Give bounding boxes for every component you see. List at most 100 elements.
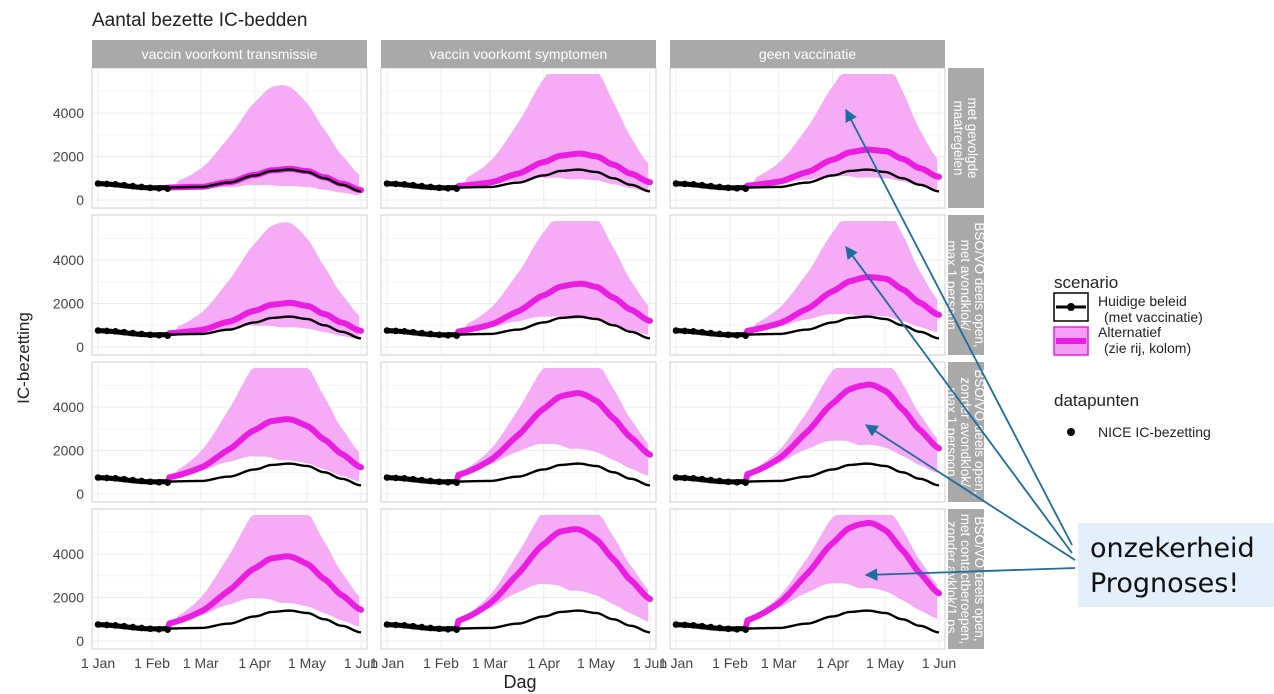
column-strip [670, 40, 945, 68]
panel-r2-c0 [91, 361, 368, 503]
legend-item-sub: (met vaccinatie) [1104, 309, 1203, 325]
x-tick-label: 1 Apr [527, 655, 560, 671]
panel-plot-area [383, 221, 653, 340]
row-strip-label-group: BSO/VO deels open,met avondklok/max 1 pe… [944, 222, 987, 347]
column-strip [381, 40, 656, 68]
x-tick-label: 1 Jun [922, 655, 956, 671]
panel-plot-area [672, 74, 942, 193]
row-strip-label-line: maatregelen [951, 100, 966, 175]
legend-item-sub: (zie rij, kolom) [1104, 340, 1191, 356]
row-strip-label-line: zonder avondklok/ [958, 377, 973, 487]
panel-r0-c0 [91, 67, 368, 209]
y-tick-label: 0 [76, 192, 84, 208]
row-strip-label-group: met gevolgdemaatregelen [951, 97, 980, 178]
x-tick-label: 1 May [577, 655, 615, 671]
y-tick-label: 4000 [53, 105, 84, 121]
y-tick-label: 2000 [53, 590, 84, 606]
nice-datapoint [452, 478, 458, 485]
x-tick-label: 1 May [866, 655, 904, 671]
uncertainty-band [164, 85, 360, 196]
legend-item-name: NICE IC-bezetting [1098, 424, 1211, 440]
alternative-line [742, 274, 942, 338]
callout-line-2: Prognoses! [1090, 568, 1240, 599]
x-tick-label: 1 Jun [344, 655, 378, 671]
nice-datapoint [741, 625, 747, 632]
uncertainty-callout: onzekerheid Prognoses! [1078, 523, 1274, 607]
panel-r1-c1 [380, 214, 657, 356]
y-tick-label: 2000 [53, 149, 84, 165]
x-tick-label: 1 Jun [633, 655, 667, 671]
x-tick-label: 1 Jan [659, 655, 693, 671]
alternative-line [453, 390, 653, 485]
y-tick-label: 2000 [53, 443, 84, 459]
alternative-line [164, 299, 364, 338]
x-axis-title: Dag [503, 672, 536, 692]
alternative-line [453, 150, 653, 191]
panel-plot-area [94, 222, 364, 340]
row-strip-label: met gevolgdemaatregelen [951, 97, 980, 178]
panel-r3-c1 [380, 508, 657, 650]
alternative-line [742, 381, 942, 485]
legend-key-nice-point [1067, 428, 1075, 436]
annotation-arrows [845, 108, 1076, 581]
panel-plot-area [383, 368, 653, 487]
column-strip-label: vaccin voorkomt transmissie [142, 46, 318, 62]
x-tick-label: 1 Mar [761, 655, 797, 671]
panel-r0-c1 [380, 67, 657, 209]
panel-r1-c2 [669, 214, 946, 356]
panel-r1-c0 [91, 214, 368, 356]
nice-datapoint [741, 478, 747, 485]
uncertainty-band [742, 515, 938, 630]
panel-r2-c1 [380, 361, 657, 503]
x-tick-label: 1 Apr [816, 655, 849, 671]
y-tick-label: 4000 [53, 399, 84, 415]
uncertainty-band [453, 221, 649, 336]
panel-plot-area [672, 368, 942, 487]
x-tick-label: 1 Feb [423, 655, 459, 671]
x-tick-label: 1 Jan [81, 655, 115, 671]
row-strip-label-line: BSO/VO deels open, [972, 516, 987, 641]
annotation-arrow [845, 108, 1073, 546]
legend-title-scenario: scenario [1054, 273, 1118, 292]
legend-key-baseline-point [1067, 303, 1075, 311]
nice-datapoint [452, 331, 458, 338]
annotation-arrow [845, 245, 1073, 554]
y-tick-label: 2000 [53, 296, 84, 312]
column-strip-label: vaccin voorkomt symptomen [430, 46, 607, 62]
y-tick-label: 0 [76, 339, 84, 355]
uncertainty-band [742, 74, 938, 190]
y-axis-title: IC-bezetting [14, 312, 33, 404]
row-strip [948, 509, 984, 649]
column-strip-label: geen vaccinatie [759, 46, 857, 62]
x-tick-label: 1 Feb [134, 655, 170, 671]
row-strip-label-line: met gevolgde [965, 97, 980, 178]
row-strip [948, 362, 984, 502]
nice-datapoint [452, 184, 458, 191]
panel-r3-c0 [91, 508, 368, 650]
uncertainty-band [742, 221, 938, 336]
alternative-line [742, 519, 942, 632]
nice-datapoint [163, 478, 169, 485]
legend-item-name: Alternatief [1098, 324, 1161, 340]
alternative-line [453, 526, 653, 632]
uncertainty-band [164, 222, 360, 340]
panel-plot-area [383, 74, 653, 193]
row-strip-label-line: max 1 persoon [944, 387, 959, 476]
y-tick-label: 4000 [53, 252, 84, 268]
nice-datapoint [163, 331, 169, 338]
x-tick-label: 1 Apr [238, 655, 271, 671]
panel-r3-c2 [669, 508, 946, 650]
alternative-line [453, 280, 653, 338]
y-tick-label: 0 [76, 486, 84, 502]
row-strip-label-line: met contactberoepen, [958, 514, 973, 645]
facet-panels: 0 2000 4000 0 2000 4000 0 2000 4000 0 2000 4000 1 Ja… [53, 40, 987, 671]
panel-r0-c2 [669, 67, 946, 209]
row-strip-label-group: BSO/VO deels open,met contactberoepen,zo… [944, 514, 987, 645]
x-tick-label: 1 Feb [712, 655, 748, 671]
legend-item-name: Huidige beleid [1098, 293, 1187, 309]
alternative-line [164, 416, 364, 485]
column-strip [92, 40, 367, 68]
row-strip-label: BSO/VO deels open,met avondklok/max 1 pe… [944, 222, 987, 347]
x-tick-label: 1 May [288, 655, 326, 671]
